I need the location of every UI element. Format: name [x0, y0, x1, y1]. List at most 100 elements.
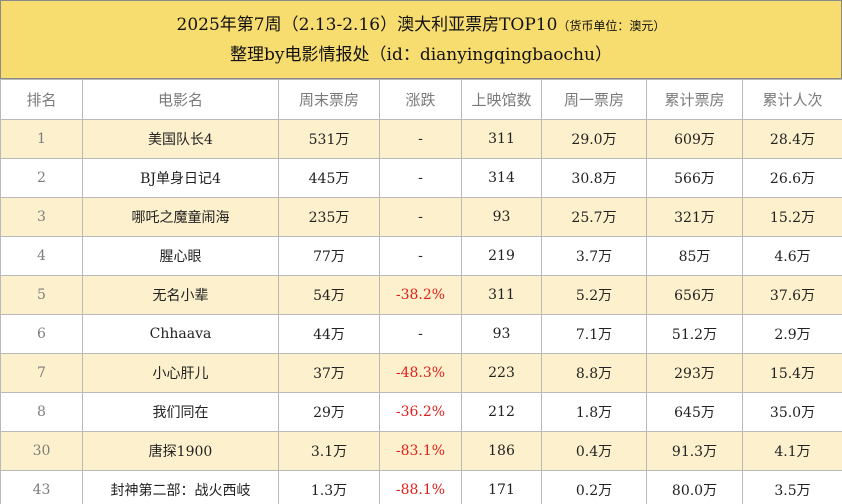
cell-movie-name: 我们同在	[82, 392, 279, 432]
currency-note: （货币单位：澳元）	[557, 19, 666, 33]
cell-weekend-gross: 3.1万	[278, 431, 380, 471]
cell-change: -	[379, 158, 462, 198]
cell-change: -83.1%	[379, 431, 462, 471]
cell-rank: 8	[0, 392, 83, 432]
table-row: 4 腥心眼 77万 -219 3.7万 85万 4.6万	[0, 236, 842, 276]
cell-admissions: 26.6万	[742, 158, 842, 198]
cell-change: -	[379, 314, 462, 354]
table-row: 1 美国队长4 531万 -311 29.0万 609万 28.4万	[0, 119, 842, 159]
cell-total-gross: 321万	[646, 197, 743, 237]
cell-admissions: 35.0万	[742, 392, 842, 432]
cell-theaters: 212	[461, 392, 542, 432]
cell-theaters: 219	[461, 236, 542, 276]
cell-rank: 5	[0, 275, 83, 315]
cell-admissions: 15.4万	[742, 353, 842, 393]
cell-movie-name: Chhaava	[82, 314, 279, 354]
cell-admissions: 4.6万	[742, 236, 842, 276]
header-change: 涨跌	[379, 79, 462, 120]
cell-admissions: 37.6万	[742, 275, 842, 315]
title-line: 2025年第7周（2.13-2.16）澳大利亚票房TOP10（货币单位：澳元）	[1, 15, 841, 36]
cell-movie-name: BJ单身日记4	[82, 158, 279, 198]
cell-total-gross: 609万	[646, 119, 743, 159]
cell-monday-gross: 7.1万	[541, 314, 647, 354]
cell-movie-name: 美国队长4	[82, 119, 279, 159]
cell-change: -	[379, 236, 462, 276]
cell-total-gross: 51.2万	[646, 314, 743, 354]
box-office-table: 排名 电影名 周末票房 涨跌 上映馆数 周一票房 累计票房 累计人次 1 美国队长…	[0, 79, 842, 504]
table-row: 30 唐探1900 3.1万 -83.1% 186 0.4万 91.3万 4.1万	[0, 431, 842, 471]
cell-rank: 1	[0, 119, 83, 159]
cell-weekend-gross: 54万	[278, 275, 380, 315]
cell-rank: 2	[0, 158, 83, 198]
page-title: 2025年第7周（2.13-2.16）澳大利亚票房TOP10	[176, 15, 558, 35]
cell-theaters: 171	[461, 470, 542, 504]
cell-movie-name: 无名小辈	[82, 275, 279, 315]
cell-theaters: 93	[461, 197, 542, 237]
cell-theaters: 93	[461, 314, 542, 354]
cell-rank: 43	[0, 470, 83, 504]
cell-theaters: 186	[461, 431, 542, 471]
header-total-gross: 累计票房	[646, 79, 743, 120]
cell-total-gross: 80.0万	[646, 470, 743, 504]
cell-rank: 7	[0, 353, 83, 393]
cell-rank: 4	[0, 236, 83, 276]
header-weekend-gross: 周末票房	[278, 79, 380, 120]
header-monday-gross: 周一票房	[541, 79, 647, 120]
cell-admissions: 15.2万	[742, 197, 842, 237]
cell-weekend-gross: 235万	[278, 197, 380, 237]
cell-change: -	[379, 119, 462, 159]
cell-monday-gross: 29.0万	[541, 119, 647, 159]
table-row: 7 小心肝儿 37万 -48.3% 223 8.8万 293万 15.4万	[0, 353, 842, 393]
cell-movie-name: 唐探1900	[82, 431, 279, 471]
cell-admissions: 3.5万	[742, 470, 842, 504]
cell-weekend-gross: 29万	[278, 392, 380, 432]
cell-change: -48.3%	[379, 353, 462, 393]
cell-total-gross: 85万	[646, 236, 743, 276]
table-row: 2 BJ单身日记4 445万 -314 30.8万 566万 26.6万	[0, 158, 842, 198]
title-banner: 2025年第7周（2.13-2.16）澳大利亚票房TOP10（货币单位：澳元） …	[0, 0, 842, 79]
cell-movie-name: 哪吒之魔童闹海	[82, 197, 279, 237]
cell-rank: 30	[0, 431, 83, 471]
cell-weekend-gross: 77万	[278, 236, 380, 276]
cell-theaters: 223	[461, 353, 542, 393]
header-admissions: 累计人次	[742, 79, 842, 120]
table-header-row: 排名 电影名 周末票房 涨跌 上映馆数 周一票房 累计票房 累计人次	[0, 79, 842, 120]
cell-admissions: 28.4万	[742, 119, 842, 159]
header-movie-name: 电影名	[82, 79, 279, 120]
cell-admissions: 2.9万	[742, 314, 842, 354]
cell-monday-gross: 30.8万	[541, 158, 647, 198]
cell-weekend-gross: 37万	[278, 353, 380, 393]
header-theaters: 上映馆数	[461, 79, 542, 120]
header-rank: 排名	[0, 79, 83, 120]
cell-monday-gross: 3.7万	[541, 236, 647, 276]
table-row: 3 哪吒之魔童闹海 235万 -93 25.7万 321万 15.2万	[0, 197, 842, 237]
cell-change: -36.2%	[379, 392, 462, 432]
cell-total-gross: 293万	[646, 353, 743, 393]
table-body: 1 美国队长4 531万 -311 29.0万 609万 28.4万 2 BJ单身日记4 445万…	[0, 119, 842, 504]
cell-theaters: 311	[461, 119, 542, 159]
cell-total-gross: 91.3万	[646, 431, 743, 471]
cell-weekend-gross: 1.3万	[278, 470, 380, 504]
cell-movie-name: 小心肝儿	[82, 353, 279, 393]
cell-monday-gross: 25.7万	[541, 197, 647, 237]
cell-total-gross: 645万	[646, 392, 743, 432]
cell-weekend-gross: 44万	[278, 314, 380, 354]
table-row: 8 我们同在 29万 -36.2% 212 1.8万 645万 35.0万	[0, 392, 842, 432]
table-row: 43 封神第二部：战火西岐 1.3万 -88.1% 171 0.2万 80.0万 3.5万	[0, 470, 842, 504]
table-row: 5 无名小辈 54万 -38.2% 311 5.2万 656万 37.6万	[0, 275, 842, 315]
cell-change: -	[379, 197, 462, 237]
cell-total-gross: 566万	[646, 158, 743, 198]
cell-admissions: 4.1万	[742, 431, 842, 471]
cell-total-gross: 656万	[646, 275, 743, 315]
subtitle: 整理by电影情报处（id：dianyingqingbaochu）	[230, 45, 612, 65]
cell-rank: 3	[0, 197, 83, 237]
cell-weekend-gross: 445万	[278, 158, 380, 198]
cell-change: -88.1%	[379, 470, 462, 504]
cell-change: -38.2%	[379, 275, 462, 315]
cell-rank: 6	[0, 314, 83, 354]
cell-monday-gross: 8.8万	[541, 353, 647, 393]
cell-monday-gross: 5.2万	[541, 275, 647, 315]
cell-theaters: 314	[461, 158, 542, 198]
cell-weekend-gross: 531万	[278, 119, 380, 159]
